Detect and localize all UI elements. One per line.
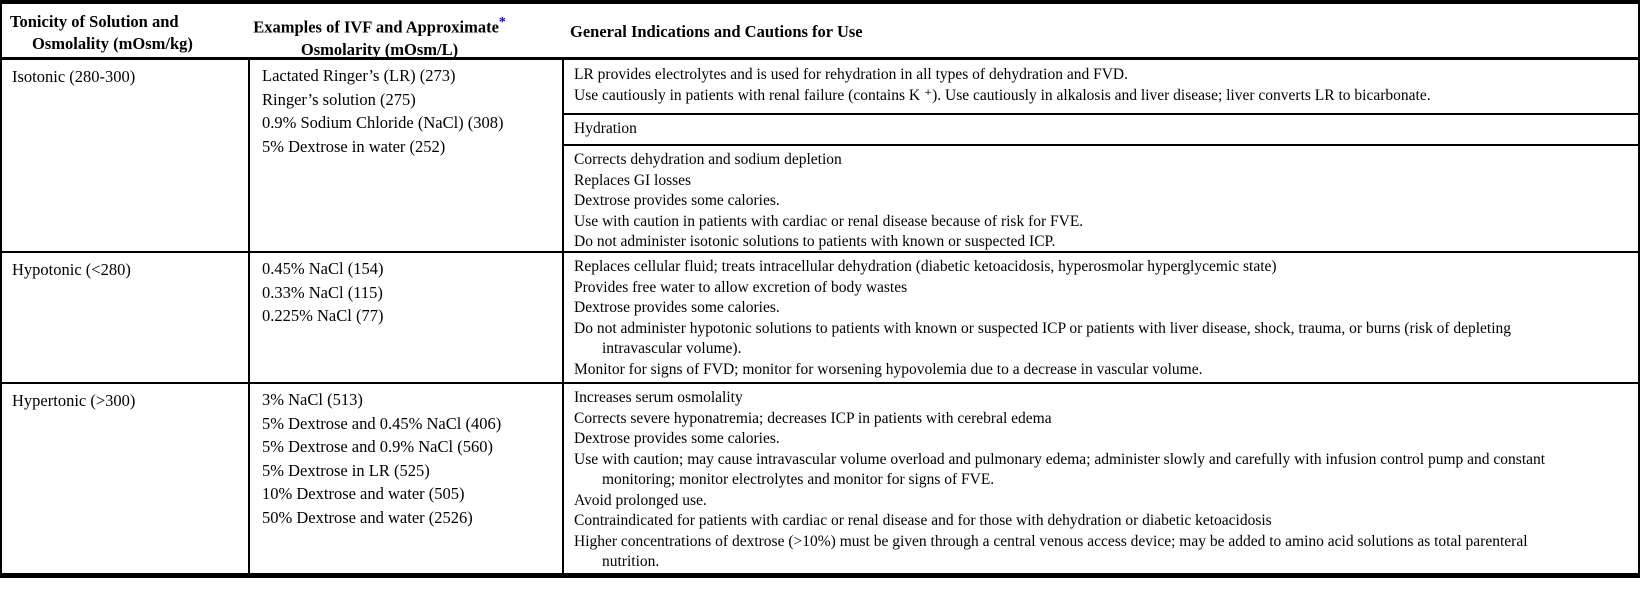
header-examples-line1: Examples of IVF and Approximate*	[250, 11, 509, 39]
example-line: 0.225% NaCl (77)	[262, 306, 384, 325]
example-line: 5% Dextrose and 0.45% NaCl (406)	[262, 413, 502, 433]
tonicity-label: Hypertonic (>300)	[12, 391, 136, 410]
indication-line: Avoid prolonged use.	[574, 491, 707, 509]
example-line: 5% Dextrose and 0.9% NaCl (560)	[262, 437, 493, 456]
indications-cell: Replaces cellular fluid; treats intracel…	[564, 253, 1638, 382]
indication-line: Use cautiously in patients with renal fa…	[574, 86, 1431, 104]
indication-line: Dextrose provides some calories.	[574, 430, 780, 447]
header-examples-line2: Osmolarity (mOsm/L)	[300, 39, 459, 59]
indication-line: Use with caution; may cause intravascula…	[574, 450, 1546, 489]
header-tonicity-line2: Osmolality (mOsm/kg)	[32, 34, 193, 53]
indication-line: Replaces cellular fluid; treats intracel…	[574, 258, 1277, 275]
tonicity-cell: Hypotonic (<280)	[2, 253, 250, 382]
example-line: 10% Dextrose and water (505)	[262, 484, 465, 503]
table-row-isotonic: Isotonic (280-300) Lactated Ringer’s (LR…	[2, 60, 1638, 253]
header-tonicity: Tonicity of Solution and Osmolality (mOs…	[2, 4, 250, 61]
tonicity-label: Hypotonic (<280)	[12, 260, 131, 279]
indication-line: Use with caution in patients with cardia…	[574, 212, 1084, 230]
table-row-hypotonic: Hypotonic (<280) 0.45% NaCl (154) 0.33% …	[2, 253, 1638, 384]
indication-line: Corrects dehydration and sodium depletio…	[574, 151, 842, 168]
indications-subcell: Increases serum osmolality Corrects seve…	[564, 384, 1638, 575]
example-line: Lactated Ringer’s (LR) (273)	[262, 66, 456, 85]
indications-subcell-lr: LR provides electrolytes and is used for…	[564, 60, 1638, 115]
header-examples: Examples of IVF and Approximate* Osmolar…	[250, 4, 564, 61]
example-line: 5% Dextrose in LR (525)	[262, 460, 430, 480]
indications-subcell-hydration: Hydration	[564, 115, 1638, 146]
indication-line: Do not administer hypotonic solutions to…	[574, 319, 1512, 358]
indications-cell: Increases serum osmolality Corrects seve…	[564, 384, 1638, 575]
indication-line: Dextrose provides some calories.	[574, 299, 780, 316]
examples-cell: 3% NaCl (513) 5% Dextrose and 0.45% NaCl…	[250, 384, 564, 575]
table-row-hypertonic: Hypertonic (>300) 3% NaCl (513) 5% Dextr…	[2, 384, 1638, 575]
example-line: 3% NaCl (513)	[262, 390, 363, 409]
example-line: 0.45% NaCl (154)	[262, 259, 384, 278]
tonicity-cell: Hypertonic (>300)	[2, 384, 250, 575]
table-header-row: Tonicity of Solution and Osmolality (mOs…	[2, 4, 1638, 60]
header-indications: General Indications and Cautions for Use	[564, 4, 1638, 61]
indications-cell: LR provides electrolytes and is used for…	[564, 60, 1638, 251]
indication-line: Dextrose provides some calories.	[574, 192, 780, 209]
indication-line: Higher concentrations of dextrose (>10%)…	[574, 532, 1528, 571]
iv-fluids-table: Tonicity of Solution and Osmolality (mOs…	[0, 0, 1640, 578]
indication-line: LR provides electrolytes and is used for…	[574, 66, 1128, 83]
indications-subcell: Replaces cellular fluid; treats intracel…	[564, 253, 1638, 382]
indication-line: Increases serum osmolality	[574, 389, 743, 406]
header-tonicity-line1: Tonicity of Solution and	[10, 12, 179, 31]
example-line: 5% Dextrose in water (252)	[262, 136, 446, 156]
footnote-asterisk: *	[498, 14, 506, 29]
indication-line: Contraindicated for patients with cardia…	[574, 512, 1272, 529]
example-line: 0.33% NaCl (115)	[262, 282, 383, 302]
examples-cell: Lactated Ringer’s (LR) (273) Ringer’s so…	[250, 60, 564, 251]
tonicity-label: Isotonic (280-300)	[12, 67, 136, 86]
indication-line: Monitor for signs of FVD; monitor for wo…	[574, 360, 1203, 378]
examples-cell: 0.45% NaCl (154) 0.33% NaCl (115) 0.225%…	[250, 253, 564, 382]
tonicity-cell: Isotonic (280-300)	[2, 60, 250, 251]
example-line: 50% Dextrose and water (2526)	[262, 507, 473, 527]
indication-line: Hydration	[574, 120, 637, 137]
indication-line: Do not administer isotonic solutions to …	[574, 233, 1056, 250]
example-line: Ringer’s solution (275)	[262, 89, 416, 109]
indication-line: Provides free water to allow excretion o…	[574, 278, 908, 296]
indication-line: Corrects severe hyponatremia; decreases …	[574, 409, 1052, 427]
indication-line: Replaces GI losses	[574, 171, 692, 189]
header-indications-text: General Indications and Cautions for Use	[570, 22, 863, 42]
header-examples-text: Examples of IVF and Approximate	[253, 17, 499, 37]
indications-subcell-general: Corrects dehydration and sodium depletio…	[564, 146, 1638, 251]
example-line: 0.9% Sodium Chloride (NaCl) (308)	[262, 113, 504, 132]
